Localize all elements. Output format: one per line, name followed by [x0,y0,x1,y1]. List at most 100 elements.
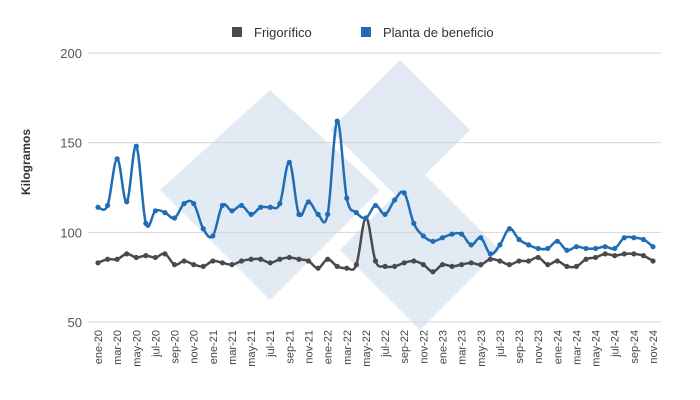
data-point [612,245,618,252]
legend-swatch [232,27,242,37]
data-point [372,202,379,209]
data-point [315,211,321,217]
data-point [305,199,312,205]
data-point [344,265,350,271]
data-point [238,258,245,264]
data-point [286,254,292,261]
data-point [612,253,618,259]
data-point [267,204,273,210]
data-point [334,118,340,124]
data-point [401,190,407,196]
x-tick-label: ene-24 [552,330,564,364]
data-point [420,262,426,268]
data-point [353,210,359,216]
data-point [152,254,159,261]
x-tick-label: mar-24 [571,330,583,365]
data-point [133,143,139,149]
data-point [238,202,245,209]
data-point [545,262,551,268]
data-point [650,258,656,264]
x-tick-label: nov-24 [648,330,660,364]
data-point [181,258,187,264]
data-point [305,258,312,264]
x-tick-label: sep-20 [170,330,182,364]
data-point [229,262,235,268]
data-point [344,195,350,201]
data-point [191,201,197,207]
data-point [506,226,513,232]
x-tick-label: jul-22 [380,330,392,358]
data-point [583,256,589,262]
data-point [315,265,321,271]
x-tick-label: mar-20 [112,330,124,365]
data-point [535,254,541,261]
data-point [114,156,120,162]
data-point [372,258,379,264]
data-point [640,253,647,259]
data-point [95,204,101,210]
data-point [468,242,474,248]
data-point [325,256,331,262]
data-point [592,254,599,261]
data-point [640,236,647,243]
data-point [468,260,474,266]
x-tick-label: sep-24 [629,330,641,364]
x-tick-label: nov-23 [533,330,545,364]
data-point [382,263,388,270]
data-point [258,256,264,262]
x-tick-label: may-20 [131,330,143,367]
data-point [430,269,436,275]
data-point [631,235,637,241]
data-point [104,202,111,209]
data-point [631,251,637,257]
data-point [286,159,292,165]
data-point [392,197,398,203]
y-tick-label: 150 [60,136,82,151]
y-axis-label: Kilogramos [19,129,33,195]
data-point [267,260,273,266]
data-point [459,262,465,268]
data-point [219,202,225,209]
x-tick-label: mar-22 [342,330,354,365]
x-tick-label: may-21 [246,330,258,367]
data-point [229,208,235,214]
data-point [621,235,627,241]
x-tick-label: ene-21 [208,330,220,364]
data-point [602,251,608,257]
data-point [573,263,580,270]
data-point [497,258,503,264]
x-tick-label: sep-21 [284,330,296,364]
data-point [526,258,532,264]
data-point [564,263,570,270]
data-point [439,235,446,241]
y-tick-label: 50 [68,315,82,330]
data-point [353,262,359,268]
data-point [363,215,369,221]
data-point [152,208,159,214]
data-point [478,235,484,241]
data-point [411,220,417,226]
x-tick-label: nov-20 [189,330,201,364]
data-point [554,238,560,244]
data-point [124,199,130,205]
x-tick-label: ene-23 [437,330,449,364]
data-point [296,256,302,262]
data-point [392,263,398,270]
x-tick-label: ene-20 [93,330,105,364]
data-point [248,211,254,217]
data-point [171,215,178,221]
data-point [516,236,522,243]
data-point [277,256,283,262]
data-point [162,251,168,257]
data-point [104,256,111,262]
x-tick-label: ene-22 [323,330,335,364]
data-point [564,247,570,253]
data-point [277,201,283,207]
data-point [573,244,580,250]
data-point [535,245,541,252]
data-point [325,211,331,217]
x-tick-label: sep-23 [514,330,526,364]
y-tick-label: 100 [60,225,82,240]
data-point [95,260,101,266]
